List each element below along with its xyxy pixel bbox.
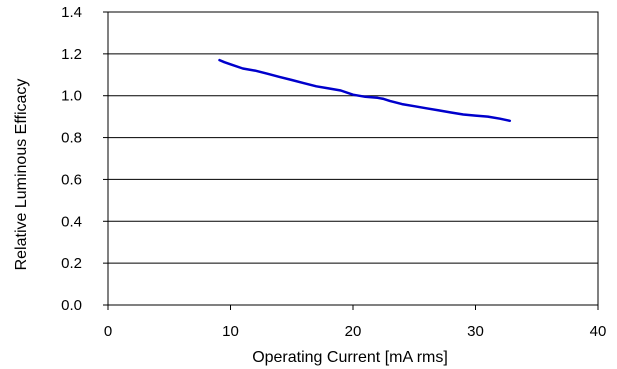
x-tick-label: 40 xyxy=(590,323,607,340)
y-tick-label: 0.0 xyxy=(61,297,82,314)
plot-area xyxy=(107,11,599,306)
x-tick-label: 0 xyxy=(104,323,112,340)
y-tick-label: 0.8 xyxy=(61,130,82,147)
x-tick-label: 10 xyxy=(222,323,239,340)
tick-labels: 0.0 0.2 0.4 0.6 0.8 1.0 1.2 1.4 0 10 20 30 40 xyxy=(61,4,606,340)
series-layer xyxy=(218,58,512,123)
x-axis-title: Operating Current [mA rms] xyxy=(252,349,448,366)
y-tick-label: 1.0 xyxy=(61,88,82,105)
y-tick-label: 0.4 xyxy=(61,213,82,230)
axis-ticks xyxy=(103,11,599,310)
grid-lines xyxy=(108,53,598,264)
x-tick-label: 30 xyxy=(467,323,484,340)
y-axis-title: Relative Luminous Efficacy xyxy=(13,79,30,271)
series-line xyxy=(218,58,512,123)
y-tick-label: 0.2 xyxy=(61,255,82,272)
x-tick-label: 20 xyxy=(345,323,362,340)
y-tick-label: 1.2 xyxy=(61,46,82,63)
y-tick-label: 1.4 xyxy=(61,4,82,21)
y-tick-label: 0.6 xyxy=(61,171,82,188)
